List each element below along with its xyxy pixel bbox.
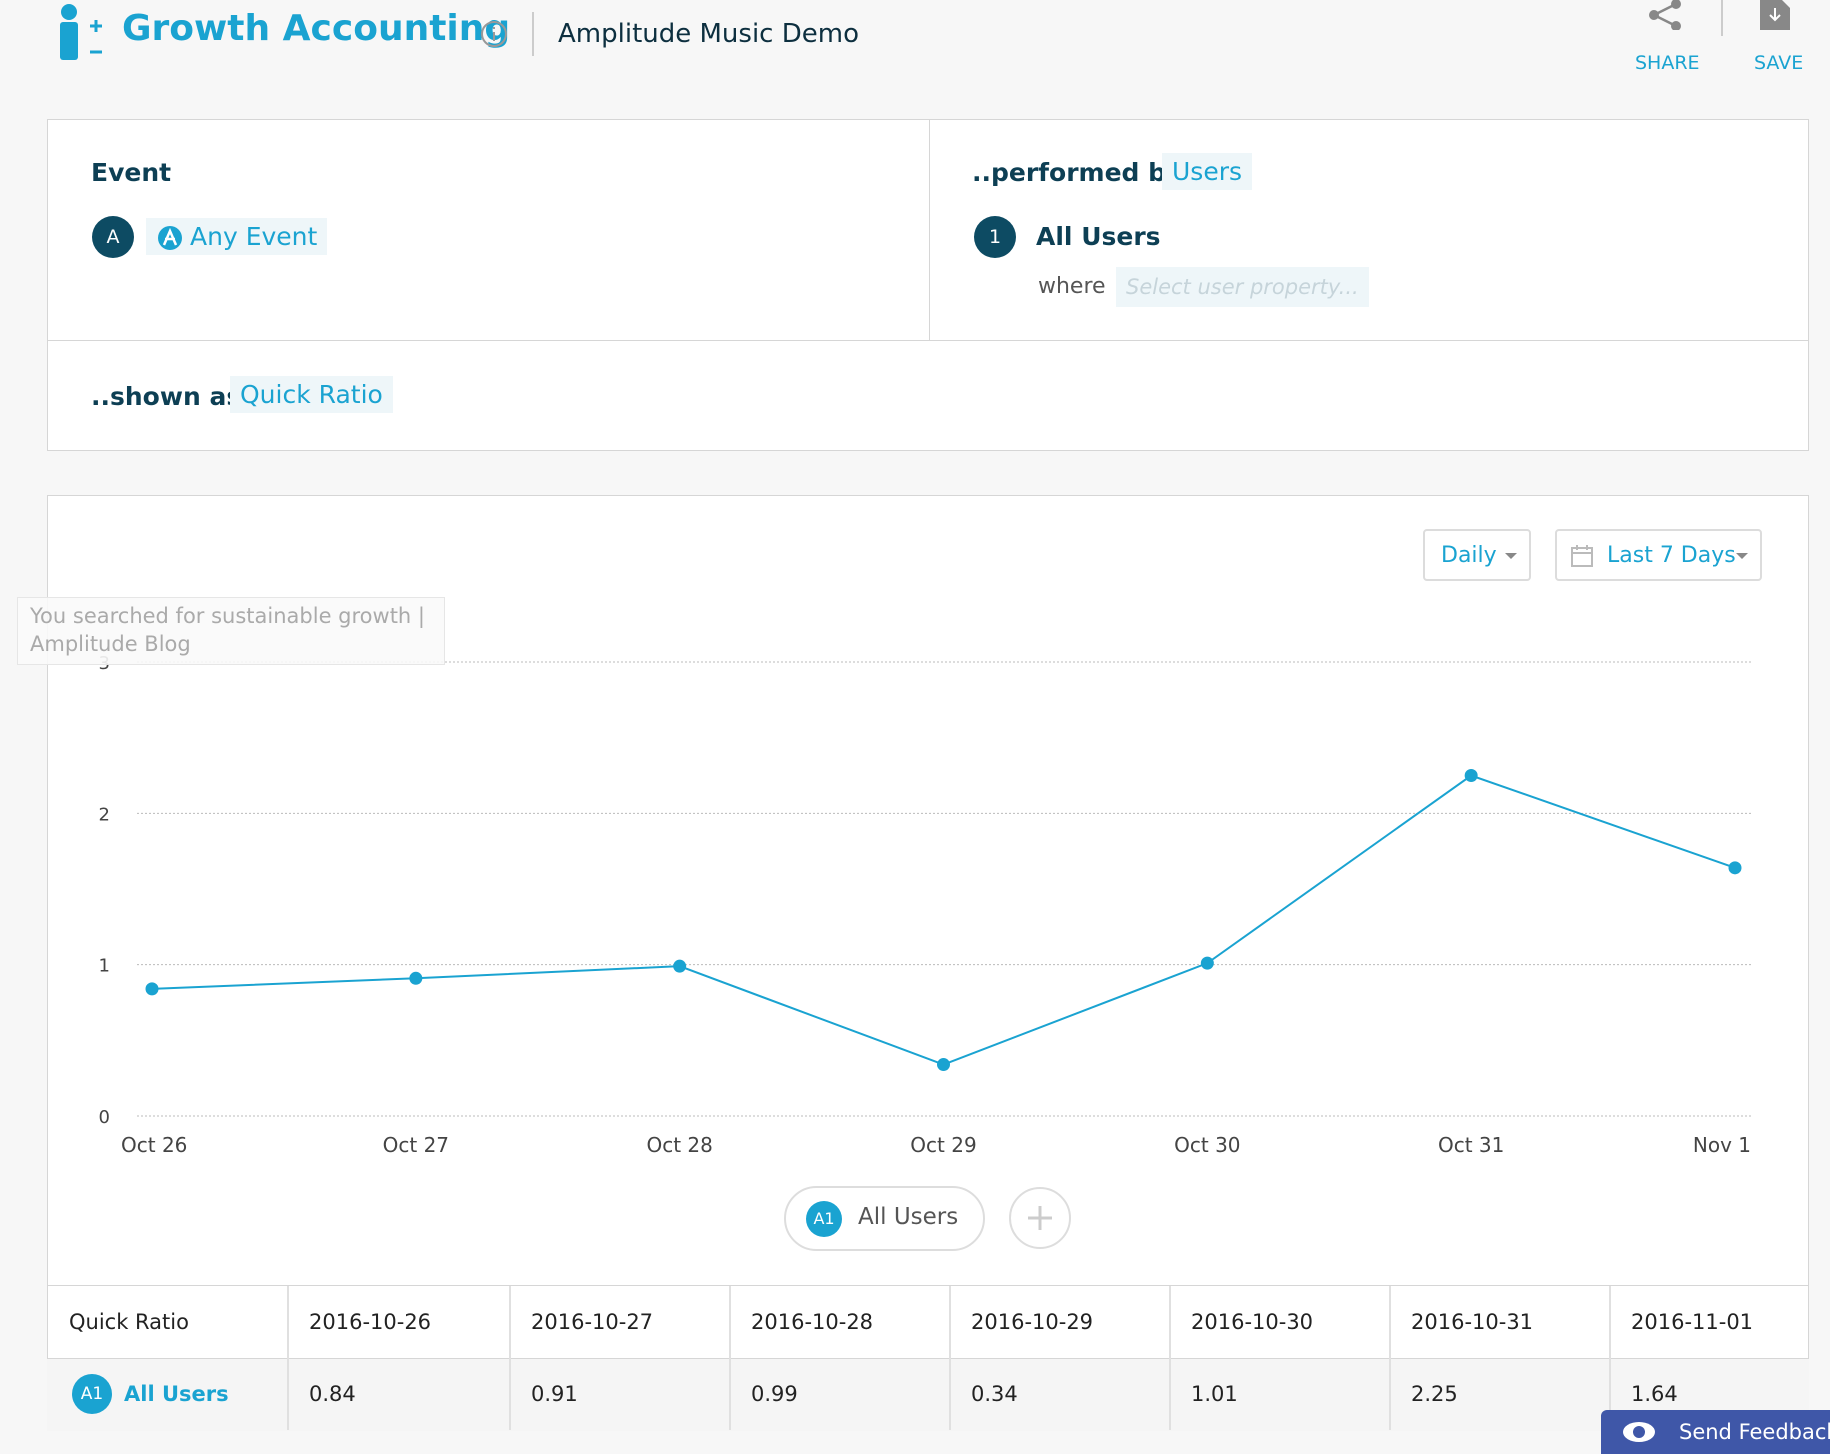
x-tick-label: Oct 31	[1438, 1133, 1504, 1157]
data-table: Quick Ratio 2016-10-26 2016-10-27 2016-10-2…	[47, 1285, 1809, 1431]
users-selector[interactable]: Users	[1162, 153, 1253, 190]
x-tick-label: Oct 28	[646, 1133, 712, 1157]
property-selector[interactable]: Select user property...	[1116, 267, 1369, 307]
table-header-cell: 2016-10-31	[1411, 1310, 1534, 1334]
table-body-bg	[47, 1358, 1809, 1431]
y-tick-label: 2	[99, 804, 110, 825]
segment-badge: 1	[974, 216, 1016, 258]
table-header-cell: 2016-10-26	[309, 1310, 432, 1334]
x-tick-label: Oct 26	[121, 1133, 187, 1157]
row-badge: A1	[72, 1374, 112, 1414]
y-tick-label: 0	[99, 1107, 110, 1128]
series-line	[151, 774, 1736, 1066]
table-header-cell: Quick Ratio	[69, 1310, 189, 1334]
column-divider	[1389, 1286, 1391, 1430]
range-dropdown[interactable]: Last 7 Days	[1555, 529, 1762, 581]
feedback-button[interactable]: Send Feedback	[1601, 1410, 1830, 1454]
column-divider	[509, 1286, 511, 1430]
table-cell: 0.99	[751, 1382, 798, 1406]
data-point	[937, 1058, 950, 1072]
interval-dropdown[interactable]: Daily	[1423, 529, 1531, 581]
column-divider	[949, 1286, 951, 1430]
legend-badge: A1	[806, 1201, 842, 1237]
table-cell: 1.01	[1191, 1382, 1238, 1406]
calendar-icon	[1571, 545, 1593, 567]
divider	[1721, 0, 1723, 36]
data-point	[1728, 861, 1742, 875]
share-button[interactable]: SHARE	[1635, 52, 1700, 74]
data-point	[1464, 769, 1478, 782]
metric-selector[interactable]: Quick Ratio	[230, 376, 393, 413]
row-label: All Users	[124, 1382, 229, 1406]
data-point	[1200, 956, 1214, 970]
interval-value: Daily	[1441, 543, 1497, 568]
table-header-cell: 2016-11-01	[1631, 1310, 1754, 1334]
growth-icon	[60, 4, 102, 60]
table-cell: 0.91	[531, 1382, 578, 1406]
project-name: Amplitude Music Demo	[558, 19, 859, 49]
event-label: Event	[91, 158, 172, 187]
y-tick-label: 1	[99, 956, 110, 977]
add-segment[interactable]	[1008, 1186, 1072, 1250]
divider	[929, 119, 930, 341]
save-button[interactable]: SAVE	[1754, 52, 1804, 74]
event-icon	[158, 226, 182, 250]
range-value: Last 7 Days	[1607, 543, 1736, 568]
table-header-cell: 2016-10-29	[971, 1310, 1094, 1334]
x-tick-label: Oct 30	[1174, 1133, 1240, 1157]
x-tick-label: Oct 27	[383, 1133, 449, 1157]
where-label: where	[1038, 274, 1106, 299]
data-point	[673, 959, 687, 973]
x-tick-label: Oct 29	[910, 1133, 976, 1157]
event-badge: A	[92, 216, 134, 258]
caret	[1505, 553, 1517, 565]
save-icon[interactable]	[1760, 0, 1790, 30]
table-header-cell: 2016-10-30	[1191, 1310, 1314, 1334]
divider	[532, 12, 534, 56]
column-divider	[287, 1286, 289, 1430]
segment-name: All Users	[1036, 222, 1161, 251]
data-point	[145, 982, 159, 996]
performed-by-label: ..performed by	[972, 158, 1183, 187]
column-divider	[1609, 1286, 1611, 1430]
column-divider	[729, 1286, 731, 1430]
table-cell: 1.64	[1631, 1382, 1678, 1406]
info-icon[interactable]	[480, 20, 508, 48]
caret	[1736, 553, 1748, 565]
table-cell: 0.84	[309, 1382, 356, 1406]
legend-label: All Users	[858, 1204, 959, 1230]
page-title: Growth Accounting	[122, 8, 511, 49]
table-header-cell: 2016-10-27	[531, 1310, 654, 1334]
table-cell: 2.25	[1411, 1382, 1458, 1406]
data-point	[409, 971, 423, 985]
feedback-icon	[1623, 1422, 1655, 1442]
share-icon[interactable]	[1648, 0, 1684, 30]
table-cell: 0.34	[971, 1382, 1018, 1406]
table-header-cell: 2016-10-28	[751, 1310, 874, 1334]
feedback-label: Send Feedback	[1679, 1420, 1830, 1444]
column-divider	[1169, 1286, 1171, 1430]
divider	[47, 340, 1809, 341]
x-tick-label: Nov 1	[1693, 1133, 1751, 1157]
legend-item[interactable]: A1 All Users	[784, 1186, 985, 1251]
shown-as-label: ..shown as	[91, 382, 242, 411]
browser-tooltip: You searched for sustainable growth | Am…	[17, 597, 445, 665]
